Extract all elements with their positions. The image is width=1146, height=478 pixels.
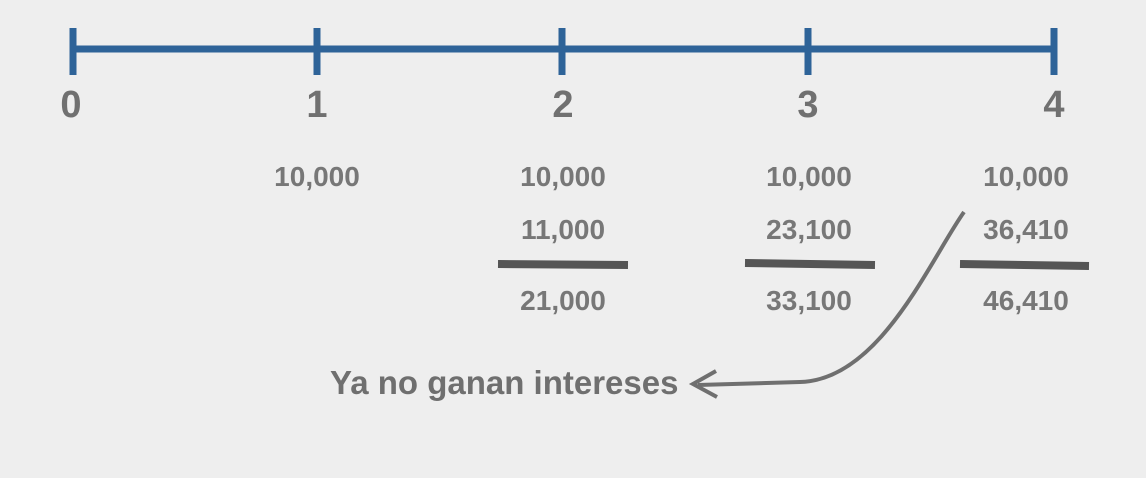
carried-period-4: 36,410: [983, 214, 1069, 245]
sum-rule-4: [959, 260, 1090, 270]
total-period-2: 21,000: [520, 285, 606, 316]
deposit-period-2: 10,000: [520, 161, 606, 192]
period-label-1: 1: [306, 84, 328, 126]
deposit-period-1: 10,000: [274, 161, 360, 192]
total-period-3: 33,100: [766, 285, 852, 316]
period-label-3: 3: [797, 84, 819, 126]
total-period-4: 46,410: [983, 285, 1069, 316]
sum-rule-2: [497, 260, 629, 269]
deposit-period-3: 10,000: [766, 161, 852, 192]
period-label-4: 4: [1043, 84, 1065, 126]
period-label-0: 0: [60, 84, 82, 126]
curved-arrow: [697, 210, 966, 387]
carried-period-3: 23,100: [766, 214, 852, 245]
deposit-period-4: 10,000: [983, 161, 1069, 192]
carried-period-2: 11,000: [520, 214, 606, 245]
arrow-head-icon: [688, 369, 718, 399]
period-label-2: 2: [552, 84, 574, 126]
annotation-text: Ya no ganan intereses: [330, 364, 679, 401]
sum-rule-3: [744, 259, 876, 269]
